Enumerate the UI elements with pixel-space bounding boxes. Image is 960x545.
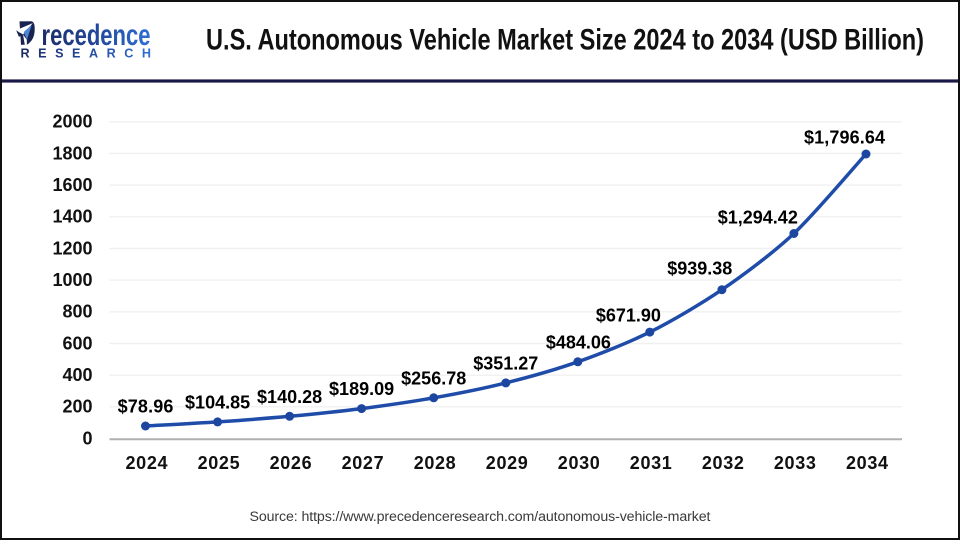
svg-text:2032: 2032 (702, 453, 744, 473)
svg-text:$140.28: $140.28 (257, 387, 322, 407)
svg-text:2025: 2025 (198, 453, 240, 473)
svg-text:0: 0 (82, 428, 92, 448)
svg-text:$1,294.42: $1,294.42 (718, 207, 798, 227)
svg-text:2026: 2026 (270, 453, 312, 473)
svg-text:1200: 1200 (53, 238, 93, 258)
svg-text:2027: 2027 (342, 453, 384, 473)
svg-text:U.S. Autonomous Vehicle Market: U.S. Autonomous Vehicle Market Size 2024… (206, 24, 924, 57)
svg-text:Source: https://www.precedence: Source: https://www.precedenceresearch.c… (250, 509, 711, 525)
svg-text:400: 400 (63, 365, 93, 385)
svg-text:2030: 2030 (558, 453, 600, 473)
svg-text:1000: 1000 (53, 270, 93, 290)
svg-text:2029: 2029 (486, 453, 528, 473)
svg-text:800: 800 (63, 302, 93, 322)
svg-text:$351.27: $351.27 (473, 353, 538, 373)
svg-text:1800: 1800 (53, 143, 93, 163)
svg-text:$189.09: $189.09 (329, 379, 394, 399)
svg-text:2000: 2000 (53, 112, 93, 132)
svg-text:2031: 2031 (630, 453, 672, 473)
svg-text:2028: 2028 (414, 453, 456, 473)
svg-text:1400: 1400 (53, 207, 93, 227)
svg-text:$484.06: $484.06 (546, 332, 611, 352)
svg-text:$939.38: $939.38 (667, 259, 732, 279)
svg-text:600: 600 (63, 333, 93, 353)
svg-text:2024: 2024 (126, 453, 168, 473)
svg-text:$78.96: $78.96 (118, 397, 174, 417)
svg-text:$104.85: $104.85 (185, 392, 250, 412)
svg-text:1600: 1600 (53, 175, 93, 195)
svg-text:2033: 2033 (774, 453, 816, 473)
svg-text:2034: 2034 (846, 453, 888, 473)
svg-text:$1,796.64: $1,796.64 (804, 127, 885, 147)
svg-text:$256.78: $256.78 (401, 368, 466, 388)
svg-text:recedence: recedence (42, 19, 151, 52)
svg-text:200: 200 (63, 397, 93, 417)
svg-text:$671.90: $671.90 (596, 305, 661, 325)
